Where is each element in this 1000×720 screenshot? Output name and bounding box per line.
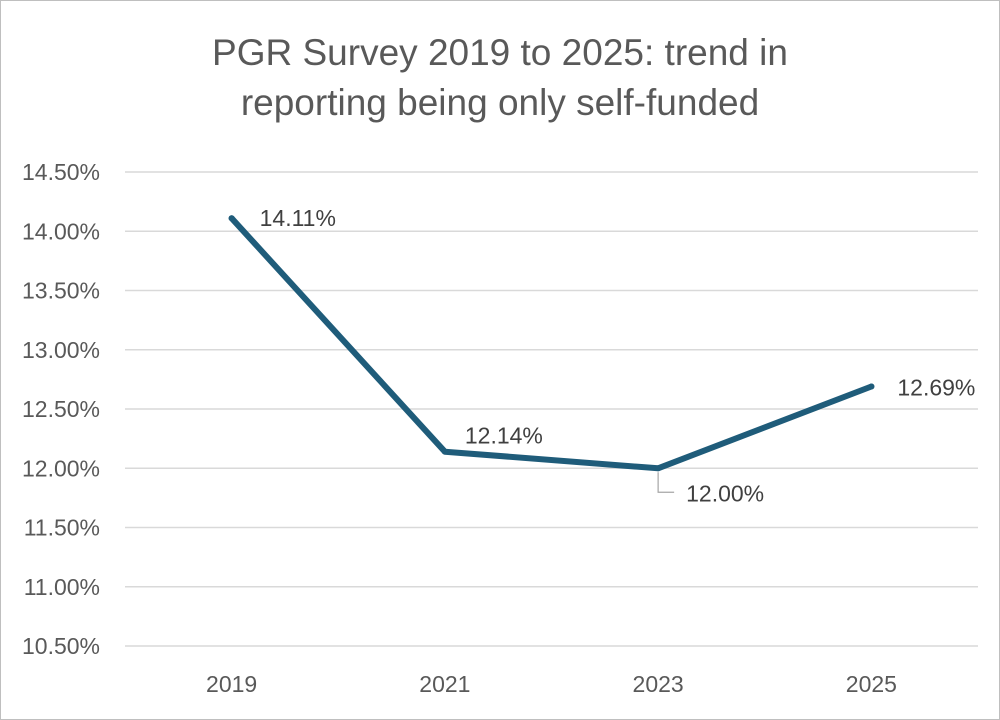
chart-title-line-1: PGR Survey 2019 to 2025: trend in xyxy=(212,32,788,73)
x-tick-label-2025: 2025 xyxy=(846,671,897,697)
y-tick-label-0: 14.50% xyxy=(22,159,100,185)
data-label-2025: 12.69% xyxy=(897,374,975,400)
data-point-2023 xyxy=(655,465,662,472)
y-tick-label-3: 13.00% xyxy=(22,337,100,363)
y-tick-label-1: 14.00% xyxy=(22,218,100,244)
y-tick-label-6: 11.50% xyxy=(24,515,100,541)
x-tick-label-2021: 2021 xyxy=(419,671,470,697)
data-label-2019: 14.11% xyxy=(260,205,336,231)
chart-title: PGR Survey 2019 to 2025: trend in report… xyxy=(0,28,1000,128)
y-tick-label-5: 12.00% xyxy=(22,455,100,481)
y-tick-label-4: 12.50% xyxy=(22,396,100,422)
data-label-2021: 12.14% xyxy=(465,423,543,449)
x-tick-label-2019: 2019 xyxy=(206,671,257,697)
y-tick-label-7: 11.00% xyxy=(24,574,100,600)
data-point-2025 xyxy=(868,383,875,390)
series-self-funded xyxy=(228,215,875,472)
x-axis-tick-labels: 2019 2021 2023 2025 xyxy=(206,671,897,697)
data-point-2021 xyxy=(441,448,448,455)
data-label-2023: 12.00% xyxy=(686,480,764,506)
gridlines xyxy=(125,171,978,647)
series-line xyxy=(228,215,875,472)
y-axis-tick-labels: 14.50% 14.00% 13.50% 13.00% 12.50% 12.00% 11.5… xyxy=(22,159,100,659)
x-tick-label-2023: 2023 xyxy=(633,671,684,697)
chart-title-line-2: reporting being only self-funded xyxy=(240,82,760,123)
y-tick-label-2: 13.50% xyxy=(22,278,100,304)
y-tick-label-8: 10.50% xyxy=(22,633,100,659)
data-point-2019 xyxy=(228,215,235,222)
data-label-leader-2023 xyxy=(657,472,675,493)
data-labels: 14.11% 12.14% 12.00% 12.69% xyxy=(260,205,976,506)
